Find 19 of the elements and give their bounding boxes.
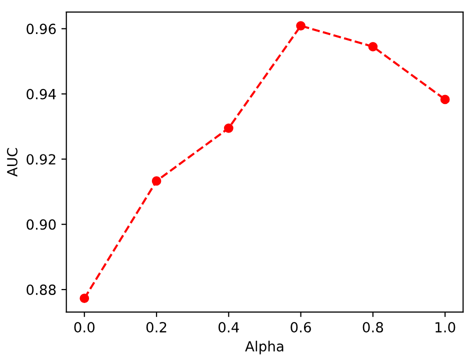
x-tick-label: 1.0 xyxy=(436,322,456,333)
y-tick-label: 0.88 xyxy=(26,284,56,296)
point xyxy=(80,294,90,304)
point xyxy=(152,176,162,186)
x-tick-label: 0.8 xyxy=(362,322,384,333)
x-tick-label: 0.2 xyxy=(146,322,166,333)
y-tick-label: 0.92 xyxy=(26,154,56,165)
x-tick-label: 0.0 xyxy=(74,322,95,333)
y-tick-label: 0.94 xyxy=(26,88,56,100)
point xyxy=(296,21,306,30)
x-axis-title: Alpha xyxy=(245,340,284,354)
point xyxy=(224,123,234,133)
point xyxy=(440,94,450,104)
y-tick-label: 0.90 xyxy=(26,219,56,230)
y-tick-label: 0.96 xyxy=(26,24,56,34)
point xyxy=(368,42,378,52)
y-axis-title: AUC xyxy=(6,148,18,177)
x-tick-label: 0.6 xyxy=(290,322,311,333)
x-tick-label: 0.4 xyxy=(218,322,239,333)
